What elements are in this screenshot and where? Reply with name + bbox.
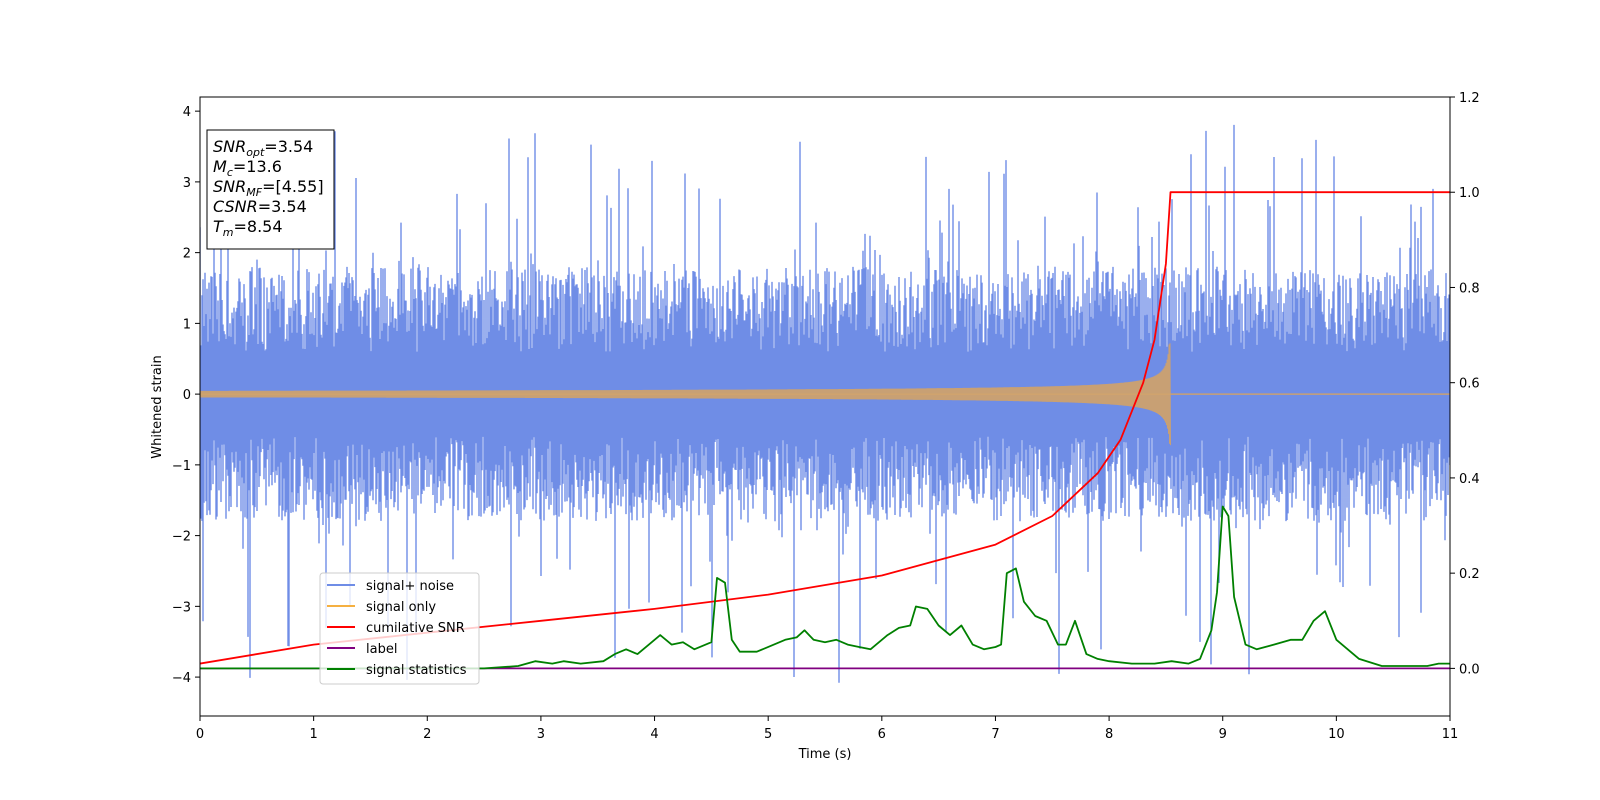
y-left-tick-label: 0 xyxy=(183,388,191,403)
y-right-tick-label: 0.2 xyxy=(1459,567,1480,582)
x-axis-ticks: 0 1 2 3 4 5 6 7 8 9 10 11 xyxy=(196,716,1458,742)
x-tick-label: 7 xyxy=(991,727,999,742)
y-right-tick-label: 1.0 xyxy=(1459,186,1480,201)
y-left-tick-label: −4 xyxy=(172,671,191,686)
legend-label: cumilative SNR xyxy=(366,621,465,636)
y-left-tick-label: 2 xyxy=(183,247,191,262)
y-right-tick-label: 0.8 xyxy=(1459,281,1480,296)
x-tick-label: 0 xyxy=(196,727,204,742)
y-left-axis-ticks: −4 −3 −2 −1 0 1 2 3 4 xyxy=(172,105,200,686)
series-signal-statistics-line xyxy=(200,505,1450,670)
y-right-tick-label: 1.2 xyxy=(1459,91,1480,106)
info-line: SNRopt=3.54 xyxy=(213,137,313,159)
info-line: Tm=8.54 xyxy=(213,217,283,239)
y-left-tick-label: −1 xyxy=(172,459,191,474)
info-line: Mc=13.6 xyxy=(213,157,282,179)
y-left-tick-label: 3 xyxy=(183,176,191,191)
series-signal-noise xyxy=(200,124,1450,683)
x-tick-label: 1 xyxy=(309,727,317,742)
x-tick-label: 10 xyxy=(1328,727,1345,742)
legend-label: signal+ noise xyxy=(366,579,454,594)
x-tick-label: 5 xyxy=(764,727,772,742)
info-line: SNRMF=[4.55] xyxy=(213,177,324,199)
x-tick-label: 2 xyxy=(423,727,431,742)
y-right-axis-ticks: 0.0 0.2 0.4 0.6 0.8 1.0 1.2 xyxy=(1450,91,1480,677)
info-box: SNRopt=3.54Mc=13.6SNRMF=[4.55]CSNR=3.54T… xyxy=(206,129,335,250)
plot-area xyxy=(200,124,1450,683)
y-left-tick-label: 1 xyxy=(183,317,191,332)
y-right-tick-label: 0.6 xyxy=(1459,377,1480,392)
legend-frame xyxy=(319,572,480,685)
plot-frame xyxy=(199,96,1451,717)
series-signal-only xyxy=(200,343,1450,446)
legend-label: signal only xyxy=(366,600,436,615)
x-tick-label: 11 xyxy=(1442,727,1459,742)
y-right-tick-label: 0.0 xyxy=(1459,662,1480,677)
x-tick-label: 8 xyxy=(1105,727,1113,742)
y-left-tick-label: −2 xyxy=(172,530,191,545)
legend-label: label xyxy=(366,642,397,657)
x-tick-label: 6 xyxy=(878,727,886,742)
y-right-tick-label: 0.4 xyxy=(1459,472,1480,487)
info-box-frame xyxy=(206,129,335,250)
y-left-tick-label: −3 xyxy=(172,600,191,615)
legend-label: signal statistics xyxy=(366,663,467,678)
info-line: CSNR=3.54 xyxy=(213,197,307,216)
x-tick-label: 4 xyxy=(650,727,658,742)
y-left-tick-label: 4 xyxy=(183,105,191,120)
x-axis-label: Time (s) xyxy=(798,747,852,762)
series-cumilative-snr-line xyxy=(200,191,1450,665)
x-tick-label: 3 xyxy=(537,727,545,742)
x-tick-label: 9 xyxy=(1219,727,1227,742)
legend: signal+ noise signal only cumilative SNR la… xyxy=(319,572,480,685)
signal-noise-trace xyxy=(200,124,1450,683)
y-axis-label: Whitened strain xyxy=(150,355,165,458)
